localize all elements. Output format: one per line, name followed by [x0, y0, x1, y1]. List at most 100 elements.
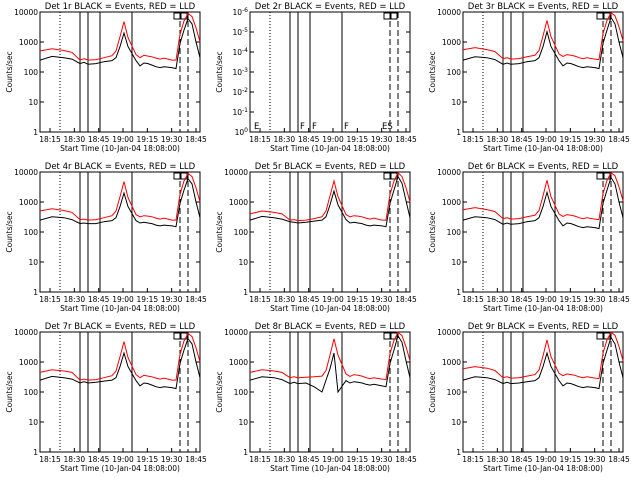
panel-det-9: Det 9r BLACK = Events, RED = LLD 1 10 100 10…: [428, 322, 630, 473]
y-tick-label: 1000: [229, 358, 248, 367]
x-tick-label: 19:30: [584, 135, 606, 144]
x-tick-label: 18:30: [487, 455, 509, 464]
x-tick-label: 18:15: [39, 135, 61, 144]
x-tick-label: 18:45: [395, 135, 417, 144]
panel-det-2: Det 2r BLACK = Events, RED = LLD 100 10-1 1…: [215, 2, 417, 153]
series-lld: [249, 331, 411, 381]
panel-det-7: Det 7r BLACK = Events, RED = LLD 1 10 100 10…: [5, 322, 207, 473]
y-tick-label: 10: [238, 418, 248, 427]
x-tick-label: 19:30: [371, 295, 393, 304]
series-events: [249, 334, 411, 394]
x-tick-label: 18:30: [64, 135, 86, 144]
x-tick-label: 18:45: [298, 455, 320, 464]
y-tick-label: 10000: [14, 8, 38, 17]
x-tick-label: 19:00: [535, 455, 557, 464]
plot-frame: [462, 331, 624, 453]
x-tick-label: 18:30: [274, 295, 296, 304]
x-tick-label: 18:45: [298, 295, 320, 304]
x-axis-label: Start Time (10-Jan-04 18:08:00): [60, 144, 180, 153]
x-tick-label: 19:00: [112, 135, 134, 144]
panel-title: Det 2r BLACK = Events, RED = LLD: [255, 2, 406, 12]
series-lld: [462, 171, 624, 221]
plot-frame: [249, 11, 411, 133]
panel-title: Det 8r BLACK = Events, RED = LLD: [255, 322, 406, 332]
flag-letter: F: [300, 122, 305, 132]
y-tick-label: 1: [456, 128, 461, 137]
x-tick-label: 18:45: [88, 295, 110, 304]
x-tick-label: 19:30: [584, 455, 606, 464]
plot-frame: [462, 11, 624, 133]
panel-title: Det 5r BLACK = Events, RED = LLD: [255, 162, 406, 172]
x-axis-label: Start Time (10-Jan-04 18:08:00): [483, 464, 603, 473]
y-axis-label: Counts/sec: [215, 371, 224, 412]
x-tick-label: 19:00: [112, 295, 134, 304]
flag-box: [603, 172, 611, 180]
y-tick-label: 1: [456, 288, 461, 297]
x-tick-label: 19:30: [161, 135, 183, 144]
flag-box: [390, 172, 398, 180]
x-tick-label: 18:45: [298, 135, 320, 144]
x-tick-label: 18:45: [88, 135, 110, 144]
panel-title: Det 1r BLACK = Events, RED = LLD: [45, 2, 196, 12]
y-tick-label: 10: [451, 98, 461, 107]
x-tick-label: 19:15: [560, 295, 582, 304]
x-tick-label: 19:30: [584, 295, 606, 304]
flag-box: [596, 12, 604, 20]
x-axis-label: Start Time (10-Jan-04 18:08:00): [60, 464, 180, 473]
plot-frame: [39, 171, 201, 293]
plot-frame: [462, 171, 624, 293]
x-axis-label: Start Time (10-Jan-04 18:08:00): [270, 464, 390, 473]
x-tick-label: 19:15: [347, 455, 369, 464]
x-axis-label: Start Time (10-Jan-04 18:08:00): [60, 304, 180, 313]
x-tick-label: 19:15: [560, 135, 582, 144]
y-axis-label: Counts/sec: [215, 51, 224, 92]
y-tick-label: 1000: [19, 358, 38, 367]
x-tick-label: 19:00: [322, 135, 344, 144]
x-tick-label: 18:15: [462, 455, 484, 464]
flag-letter: ES: [382, 122, 393, 132]
x-tick-label: 18:15: [462, 295, 484, 304]
x-axis-label: Start Time (10-Jan-04 18:08:00): [483, 304, 603, 313]
flag-letter: F: [344, 122, 349, 132]
series-events: [462, 336, 624, 390]
y-tick-label: 10000: [437, 168, 461, 177]
y-tick-label: 1000: [19, 198, 38, 207]
x-tick-label: 18:45: [608, 135, 630, 144]
panel-det-5: Det 5r BLACK = Events, RED = LLD 1 10 100 10…: [215, 162, 417, 313]
y-tick-label: 10: [451, 418, 461, 427]
x-tick-label: 18:15: [39, 295, 61, 304]
panel-det-6: Det 6r BLACK = Events, RED = LLD 1 10 100 10…: [428, 162, 630, 313]
flag-box: [173, 12, 181, 20]
x-tick-label: 19:30: [371, 135, 393, 144]
flag-box: [173, 172, 181, 180]
x-tick-label: 19:15: [347, 135, 369, 144]
series-lld: [462, 11, 624, 61]
y-tick-label: 10000: [224, 328, 248, 337]
panel-title: Det 9r BLACK = Events, RED = LLD: [468, 322, 619, 332]
y-tick-label: 100: [24, 388, 39, 397]
x-tick-label: 18:45: [608, 455, 630, 464]
y-tick-label: 1000: [442, 38, 461, 47]
x-tick-label: 19:00: [322, 295, 344, 304]
y-tick-label: 10: [238, 258, 248, 267]
y-axis-label: Counts/sec: [428, 211, 437, 252]
panel-title: Det 7r BLACK = Events, RED = LLD: [45, 322, 196, 332]
x-tick-label: 18:30: [274, 455, 296, 464]
x-tick-label: 19:30: [161, 295, 183, 304]
x-tick-label: 18:15: [249, 135, 271, 144]
plot-frame: [249, 331, 411, 453]
flag-letter: F: [312, 122, 317, 132]
y-tick-label: 10000: [14, 328, 38, 337]
series-events: [462, 176, 624, 230]
flag-box: [596, 172, 604, 180]
panel-det-4: Det 4r BLACK = Events, RED = LLD 1 10 100 10…: [5, 162, 207, 313]
y-tick-label: 1000: [442, 198, 461, 207]
y-tick-label: 10000: [14, 168, 38, 177]
y-tick-label: 100: [235, 127, 249, 137]
x-tick-label: 18:30: [274, 135, 296, 144]
y-tick-label: 100: [447, 388, 462, 397]
series-lld: [462, 331, 624, 380]
series-lld: [39, 172, 201, 221]
series-events: [39, 177, 201, 228]
y-axis-label: Counts/sec: [5, 371, 14, 412]
